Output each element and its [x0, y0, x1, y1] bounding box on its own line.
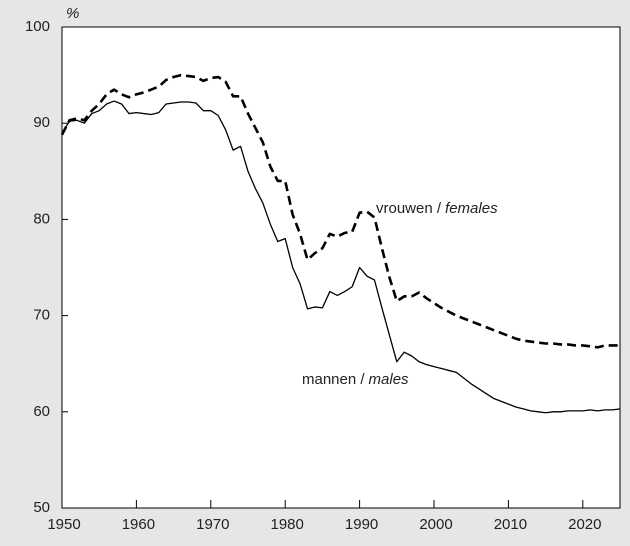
label: males — [369, 371, 410, 388]
plot-area — [61, 26, 621, 509]
x-tick-label: 1970 — [196, 516, 229, 533]
x-tick-label: 2000 — [419, 516, 452, 533]
label: females — [445, 200, 498, 217]
y-tick-label: 90 — [33, 114, 50, 131]
annotation: mannen / males — [302, 371, 409, 388]
annotation: vrouwen / females — [376, 200, 498, 217]
y-unit: % — [66, 5, 79, 22]
x-tick-label: 1960 — [122, 516, 155, 533]
x-tick-label: 2010 — [494, 516, 527, 533]
label: mannen / — [302, 371, 365, 388]
line-series — [61, 100, 621, 414]
x-tick-label: 1980 — [271, 516, 304, 533]
y-tick-label: 60 — [33, 403, 50, 420]
y-tick-label: 80 — [33, 210, 50, 227]
y-tick-label: 100 — [25, 18, 50, 35]
y-tick-label: 70 — [33, 307, 50, 324]
x-tick-label: 1950 — [47, 516, 80, 533]
x-tick-label: 2020 — [568, 516, 601, 533]
line-series — [60, 73, 620, 349]
label: vrouwen / — [376, 200, 442, 217]
y-tick-label: 50 — [33, 499, 50, 516]
x-tick-label: 1990 — [345, 516, 378, 533]
